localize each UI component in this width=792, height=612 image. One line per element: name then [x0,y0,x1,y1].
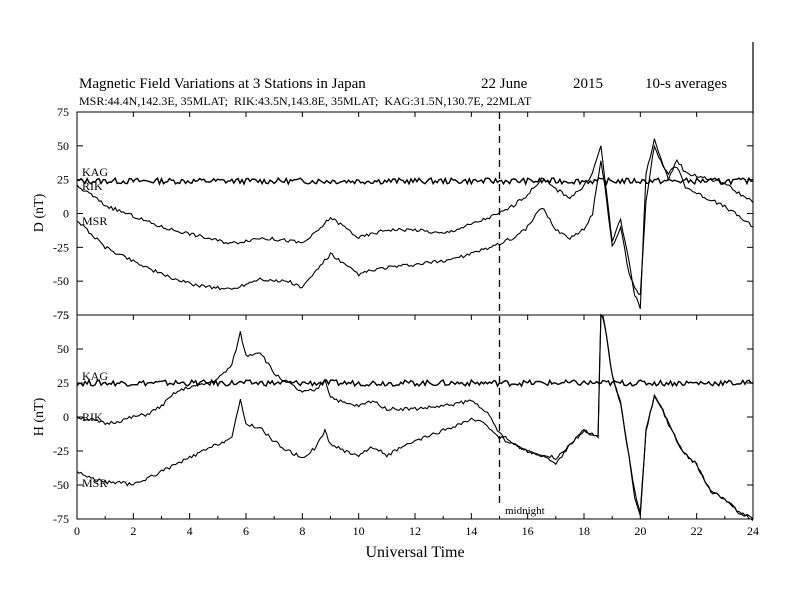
panel-d-label-rik: RIK [82,179,103,193]
x-tick-label: 0 [74,524,80,538]
series-line-kag-panel-1 [76,176,754,187]
y-tick-label: 75 [57,308,69,322]
panel-h-label-kag: KAG [82,369,108,383]
y-tick-label: 50 [57,139,69,153]
y-tick-label: 0 [63,207,69,221]
y-tick-label: 25 [57,173,69,187]
panel-d-label-kag: KAG [82,165,108,179]
y-tick-label: -75 [53,512,69,526]
chart-date: 22 June [481,76,528,92]
series-line-rik-panel-1 [76,138,754,309]
y-tick-label: -25 [53,444,69,458]
y-tick-label: 25 [57,376,69,390]
x-tick-label: 2 [130,524,136,538]
chart-year: 2015 [573,76,603,92]
x-tick-label: 12 [409,524,421,538]
y-tick-label: -50 [53,274,69,288]
x-axis-label: Universal Time [365,544,464,561]
x-tick-label: 22 [691,524,703,538]
series-line-rik-panel-2 [76,313,754,520]
y-tick-label: 0 [63,410,69,424]
x-tick-label: 18 [578,524,590,538]
axis-ticks: 0 2 4 6 8 10 12 14 16 18 20 22 247550250-25-50-75755… [53,105,759,538]
series-line-msr-panel-1 [76,144,754,296]
panel-h-label-msr: MSR [82,476,107,490]
x-tick-label: 16 [522,524,534,538]
panel-d-ylabel: D (nT) [32,193,47,232]
y-tick-label: 75 [57,105,69,119]
y-tick-label: -50 [53,478,69,492]
y-tick-label: -75 [53,308,69,322]
stations-line: MSR:44.4N,142.3E, 35MLAT; RIK:43.5N,143.… [79,94,532,108]
chart-averaging: 10-s averages [645,76,727,92]
chart-title: Magnetic Field Variations at 3 Stations … [79,76,366,92]
x-tick-label: 8 [299,524,305,538]
x-tick-label: 20 [634,524,646,538]
series-line-msr-panel-2 [76,314,754,521]
series-line-kag-panel-2 [76,378,753,388]
y-tick-label: 50 [57,342,69,356]
x-tick-label: 14 [465,524,477,538]
panel-d-label-msr: MSR [82,214,107,228]
x-tick-label: 4 [187,524,193,538]
panel-d-frame [76,111,754,316]
y-tick-label: -25 [53,240,69,254]
x-tick-label: 24 [747,524,759,538]
series-lines [76,112,754,521]
x-tick-label: 6 [243,524,249,538]
panel-h-ylabel: H (nT) [32,397,47,436]
x-tick-label: 10 [353,524,365,538]
panel-h-frame [76,314,754,520]
midnight-label: midnight [505,505,545,517]
